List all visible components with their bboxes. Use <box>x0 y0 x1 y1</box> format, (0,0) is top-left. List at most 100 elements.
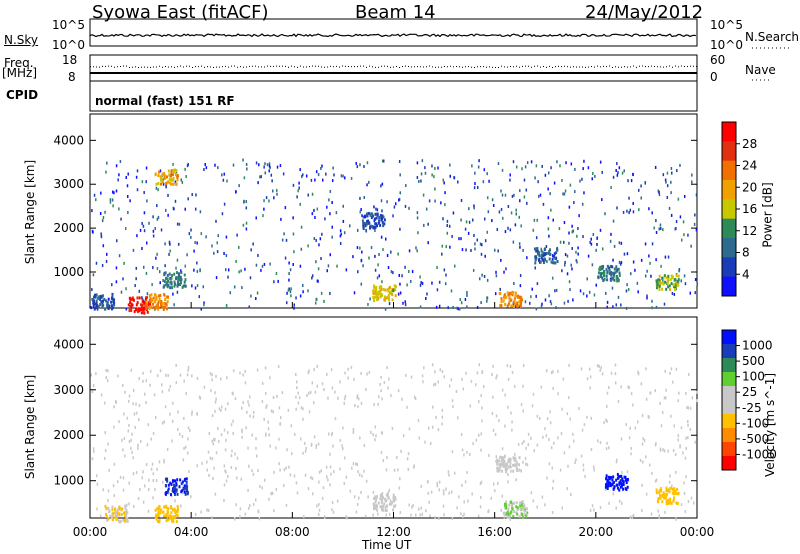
power-point <box>542 202 545 206</box>
power-cluster-point <box>388 298 391 302</box>
velocity-point <box>268 497 270 501</box>
power-cluster-point <box>508 293 511 297</box>
velocity-cluster-point <box>506 512 509 516</box>
velocity-point <box>627 479 630 483</box>
velocity-point <box>380 389 382 393</box>
velocity-point <box>545 434 548 438</box>
velocity-point <box>295 481 298 485</box>
velocity-point <box>586 415 588 419</box>
velocity-cluster-point <box>126 517 129 521</box>
power-point <box>180 269 182 273</box>
power-point <box>536 282 539 286</box>
velocity-panel-frame <box>89 316 698 519</box>
power-cluster-point <box>178 278 181 282</box>
velocity-cluster-point <box>375 495 378 499</box>
velocity-point <box>687 406 690 410</box>
power-point <box>284 206 287 210</box>
velocity-cluster-point <box>506 462 509 466</box>
power-cluster-point <box>507 302 510 306</box>
power-point <box>148 221 150 225</box>
power-point <box>245 221 248 225</box>
power-point <box>434 187 436 191</box>
velocity-point <box>295 372 297 376</box>
power-point <box>440 201 442 205</box>
power-cluster-point <box>175 182 178 186</box>
velocity-cluster-point <box>126 520 129 524</box>
power-point <box>265 196 268 200</box>
power-point <box>472 268 475 272</box>
power-point <box>152 234 155 238</box>
power-point <box>519 284 522 288</box>
power-point <box>314 215 316 219</box>
velocity-point <box>417 418 420 422</box>
power-point <box>563 221 566 225</box>
power-point <box>276 192 278 196</box>
velocity-point <box>261 381 264 385</box>
velocity-point <box>318 480 320 484</box>
velocity-colorbar-swatch <box>722 358 736 373</box>
power-point <box>100 232 102 236</box>
power-point <box>478 277 481 281</box>
power-cluster-point <box>538 258 541 262</box>
velocity-point <box>696 399 698 403</box>
power-point <box>491 198 494 202</box>
velocity-point <box>628 436 631 440</box>
power-point <box>471 164 473 168</box>
velocity-colorbar-tick-label: -25 <box>742 401 762 415</box>
power-point <box>638 208 640 212</box>
power-point <box>176 290 179 294</box>
velocity-point <box>107 442 109 446</box>
power-cluster-point <box>673 288 676 292</box>
velocity-point <box>463 500 465 504</box>
velocity-point <box>156 467 158 471</box>
power-point <box>238 245 240 249</box>
power-point <box>675 220 678 224</box>
velocity-point <box>572 432 574 436</box>
velocity-cluster-point <box>616 486 619 490</box>
power-cluster-point <box>141 304 144 308</box>
velocity-point <box>255 437 257 441</box>
velocity-point <box>441 422 443 426</box>
velocity-point <box>386 456 388 460</box>
power-point <box>176 222 179 226</box>
velocity-cluster-point <box>505 506 508 510</box>
velocity-point <box>696 390 699 394</box>
power-cluster-point <box>666 281 669 285</box>
power-cluster-point <box>547 251 550 255</box>
power-cluster-point <box>554 256 557 260</box>
power-point <box>288 261 290 265</box>
power-point <box>287 288 290 292</box>
velocity-point <box>441 408 444 412</box>
power-point <box>678 269 680 273</box>
power-point <box>630 272 632 276</box>
power-point <box>173 303 175 307</box>
power-cluster-point <box>164 302 167 306</box>
power-cluster-point <box>372 296 375 300</box>
velocity-point <box>329 483 331 487</box>
power-point <box>456 306 458 310</box>
velocity-point <box>187 437 189 441</box>
power-point <box>582 167 584 171</box>
velocity-cluster-point <box>164 477 167 481</box>
power-point <box>529 301 531 305</box>
velocity-point <box>641 442 644 446</box>
velocity-cluster-point <box>384 505 387 509</box>
power-cluster-point <box>380 217 383 221</box>
power-cluster-point <box>154 172 157 176</box>
power-point <box>670 166 673 170</box>
velocity-point <box>272 410 274 414</box>
power-point <box>361 250 363 254</box>
power-point <box>665 180 667 184</box>
velocity-cluster-point <box>510 504 513 508</box>
power-cluster-point <box>157 300 160 304</box>
velocity-cluster-point <box>608 476 611 480</box>
power-point <box>359 196 361 200</box>
velocity-point <box>344 371 346 375</box>
velocity-point <box>235 503 237 507</box>
power-point <box>644 242 647 246</box>
power-point <box>223 172 226 176</box>
velocity-point <box>690 496 693 500</box>
velocity-point <box>428 500 430 504</box>
power-cluster-point <box>183 284 186 288</box>
power-point <box>297 189 299 193</box>
